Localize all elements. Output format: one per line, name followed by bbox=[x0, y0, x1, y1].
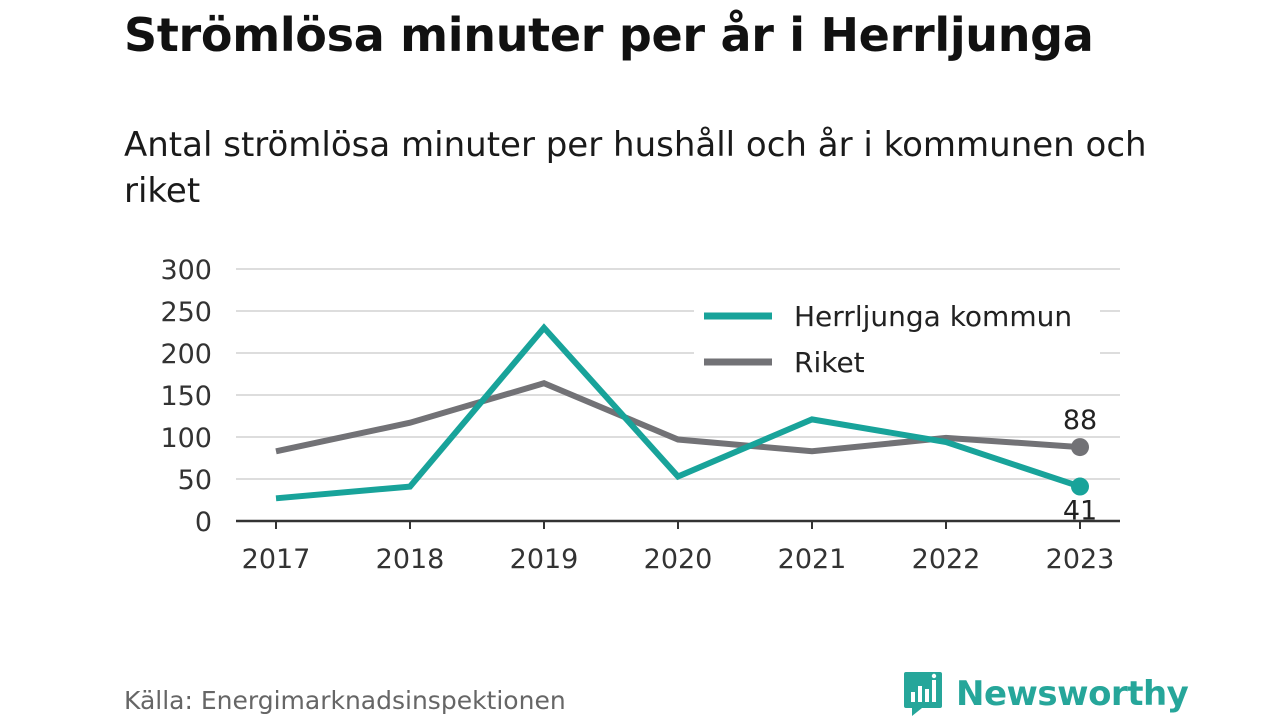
brand-logo[interactable]: Newsworthy bbox=[902, 670, 1189, 718]
series: 88 41 bbox=[275, 323, 1097, 527]
chart-title: Strömlösa minuter per år i Herrljunga bbox=[124, 8, 1094, 62]
legend-label: Riket bbox=[794, 346, 865, 379]
brand-name: Newsworthy bbox=[956, 674, 1189, 714]
series-line-herrljunga bbox=[275, 323, 1081, 502]
y-tick-label: 300 bbox=[160, 255, 212, 286]
x-tick-label: 2022 bbox=[912, 544, 981, 575]
x-tick-label: 2020 bbox=[644, 544, 713, 575]
newsworthy-logo-icon bbox=[904, 672, 942, 716]
y-axis-ticks: 0 50 100 150 200 250 300 bbox=[160, 255, 212, 538]
source-note: Källa: Energimarknadsinspektionen bbox=[124, 686, 566, 715]
legend: Herrljunga kommun Riket bbox=[694, 288, 1100, 388]
y-tick-label: 50 bbox=[178, 465, 212, 496]
x-tick-label: 2017 bbox=[242, 544, 311, 575]
y-tick-label: 250 bbox=[160, 297, 212, 328]
series-line-riket bbox=[275, 380, 1081, 455]
x-tick-label: 2021 bbox=[778, 544, 847, 575]
data-label-herrljunga: 41 bbox=[1063, 496, 1097, 527]
chart-subtitle: Antal strömlösa minuter per hushåll och … bbox=[124, 125, 1147, 211]
end-point-herrljunga bbox=[1071, 477, 1089, 496]
y-tick-label: 150 bbox=[160, 381, 212, 412]
x-tick-label: 2018 bbox=[376, 544, 445, 575]
x-tick-label: 2023 bbox=[1046, 544, 1115, 575]
y-tick-label: 100 bbox=[160, 423, 212, 454]
x-axis-ticks: 2017 2018 2019 2020 2021 2022 2023 bbox=[242, 521, 1115, 575]
data-label-riket: 88 bbox=[1063, 405, 1097, 436]
y-tick-label: 0 bbox=[195, 507, 212, 538]
x-tick-label: 2019 bbox=[510, 544, 579, 575]
y-tick-label: 200 bbox=[160, 339, 212, 370]
legend-background bbox=[694, 288, 1100, 388]
legend-label: Herrljunga kommun bbox=[794, 300, 1072, 333]
end-point-riket bbox=[1071, 438, 1089, 457]
